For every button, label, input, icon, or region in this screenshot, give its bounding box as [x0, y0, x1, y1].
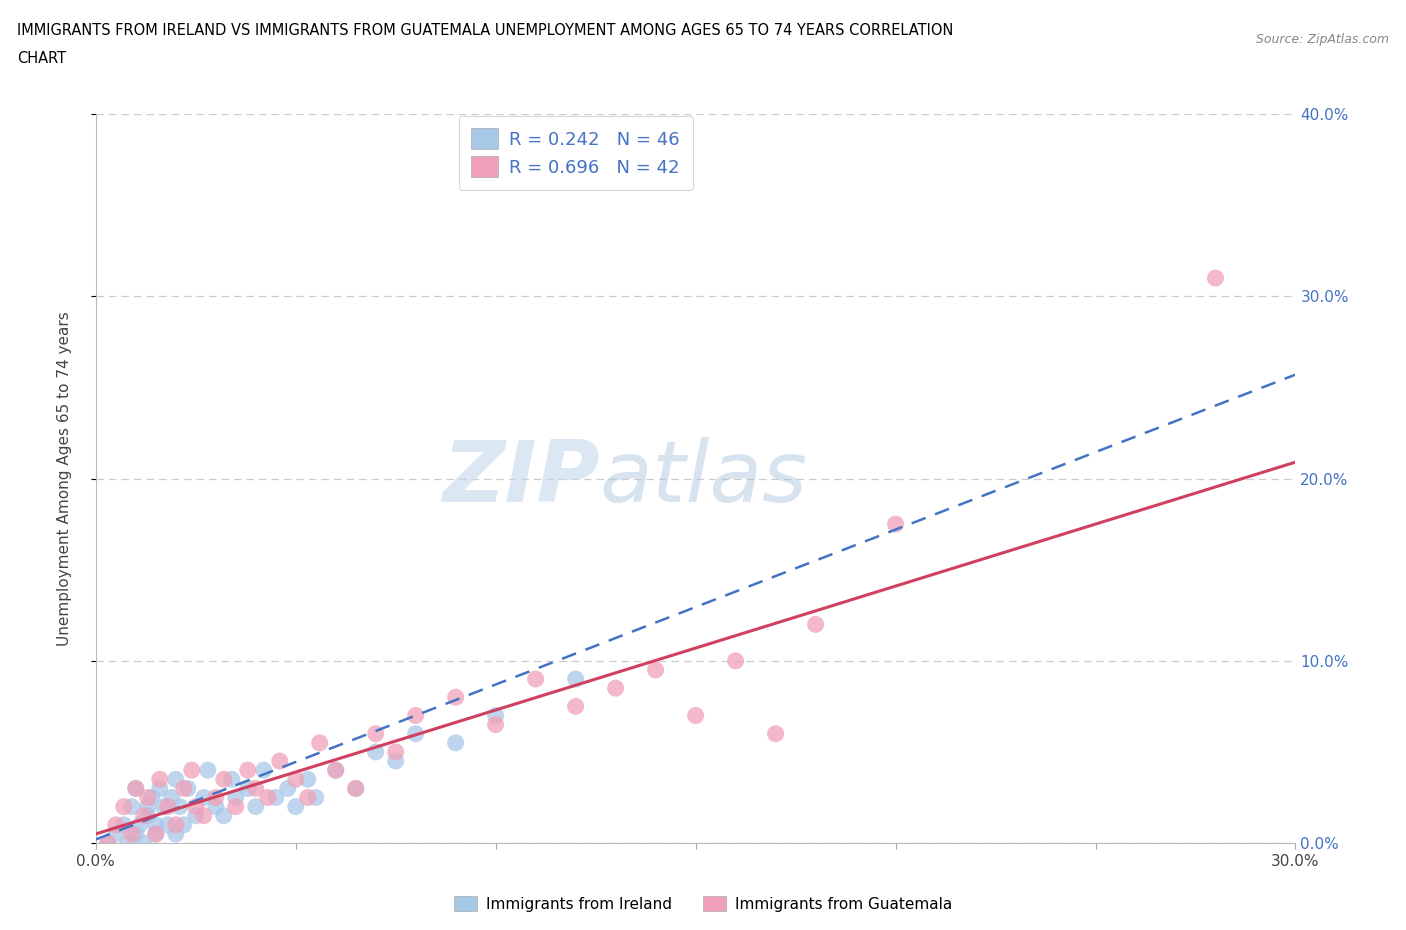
Point — [444, 736, 467, 751]
Point — [97, 836, 120, 851]
Point — [132, 808, 155, 823]
Point — [141, 790, 163, 805]
Point — [364, 745, 387, 760]
Point — [136, 790, 159, 805]
Point — [145, 827, 167, 842]
Point — [1204, 271, 1226, 286]
Point — [485, 717, 508, 732]
Point — [204, 799, 226, 814]
Text: Source: ZipAtlas.com: Source: ZipAtlas.com — [1256, 33, 1389, 46]
Point — [765, 726, 787, 741]
Point — [405, 708, 427, 723]
Point — [145, 817, 167, 832]
Point — [160, 790, 183, 805]
Point — [305, 790, 328, 805]
Point — [136, 808, 159, 823]
Point — [344, 781, 367, 796]
Point — [165, 827, 187, 842]
Point — [804, 617, 827, 631]
Point — [564, 671, 586, 686]
Point — [156, 817, 179, 832]
Point — [136, 799, 159, 814]
Point — [405, 726, 427, 741]
Point — [284, 799, 307, 814]
Point — [132, 836, 155, 851]
Text: atlas: atlas — [599, 437, 807, 520]
Point — [97, 836, 120, 851]
Point — [269, 753, 291, 768]
Point — [184, 808, 207, 823]
Point — [145, 827, 167, 842]
Point — [644, 662, 666, 677]
Text: ZIP: ZIP — [441, 437, 599, 520]
Point — [724, 654, 747, 669]
Point — [225, 799, 247, 814]
Point — [193, 790, 215, 805]
Point — [297, 790, 319, 805]
Point — [125, 781, 148, 796]
Point — [184, 799, 207, 814]
Point — [121, 827, 143, 842]
Point — [236, 763, 259, 777]
Point — [169, 799, 191, 814]
Point — [112, 799, 135, 814]
Point — [685, 708, 707, 723]
Point — [384, 745, 406, 760]
Point — [112, 817, 135, 832]
Point — [149, 781, 172, 796]
Point — [297, 772, 319, 787]
Text: IMMIGRANTS FROM IRELAND VS IMMIGRANTS FROM GUATEMALA UNEMPLOYMENT AMONG AGES 65 : IMMIGRANTS FROM IRELAND VS IMMIGRANTS FR… — [17, 23, 953, 38]
Point — [165, 772, 187, 787]
Point — [177, 781, 200, 796]
Point — [104, 827, 127, 842]
Point — [225, 790, 247, 805]
Point — [152, 799, 174, 814]
Point — [204, 790, 226, 805]
Point — [165, 817, 187, 832]
Point — [236, 781, 259, 796]
Point — [117, 836, 139, 851]
Point — [485, 708, 508, 723]
Point — [197, 763, 219, 777]
Point — [180, 763, 202, 777]
Point — [173, 817, 195, 832]
Legend: R = 0.242   N = 46, R = 0.696   N = 42: R = 0.242 N = 46, R = 0.696 N = 42 — [458, 115, 693, 190]
Point — [256, 790, 278, 805]
Point — [149, 772, 172, 787]
Legend: Immigrants from Ireland, Immigrants from Guatemala: Immigrants from Ireland, Immigrants from… — [449, 889, 957, 918]
Point — [193, 808, 215, 823]
Point — [325, 763, 347, 777]
Point — [384, 753, 406, 768]
Point — [125, 827, 148, 842]
Point — [344, 781, 367, 796]
Point — [121, 799, 143, 814]
Point — [325, 763, 347, 777]
Point — [173, 781, 195, 796]
Point — [444, 690, 467, 705]
Point — [564, 699, 586, 714]
Text: CHART: CHART — [17, 51, 66, 66]
Point — [524, 671, 547, 686]
Point — [364, 726, 387, 741]
Point — [125, 781, 148, 796]
Point — [253, 763, 276, 777]
Point — [245, 799, 267, 814]
Point — [277, 781, 299, 796]
Point — [128, 817, 150, 832]
Point — [605, 681, 627, 696]
Y-axis label: Unemployment Among Ages 65 to 74 years: Unemployment Among Ages 65 to 74 years — [58, 312, 72, 646]
Point — [221, 772, 243, 787]
Point — [212, 772, 235, 787]
Point — [104, 817, 127, 832]
Point — [308, 736, 330, 751]
Point — [245, 781, 267, 796]
Point — [156, 799, 179, 814]
Point — [884, 517, 907, 532]
Point — [264, 790, 287, 805]
Point — [284, 772, 307, 787]
Point — [212, 808, 235, 823]
